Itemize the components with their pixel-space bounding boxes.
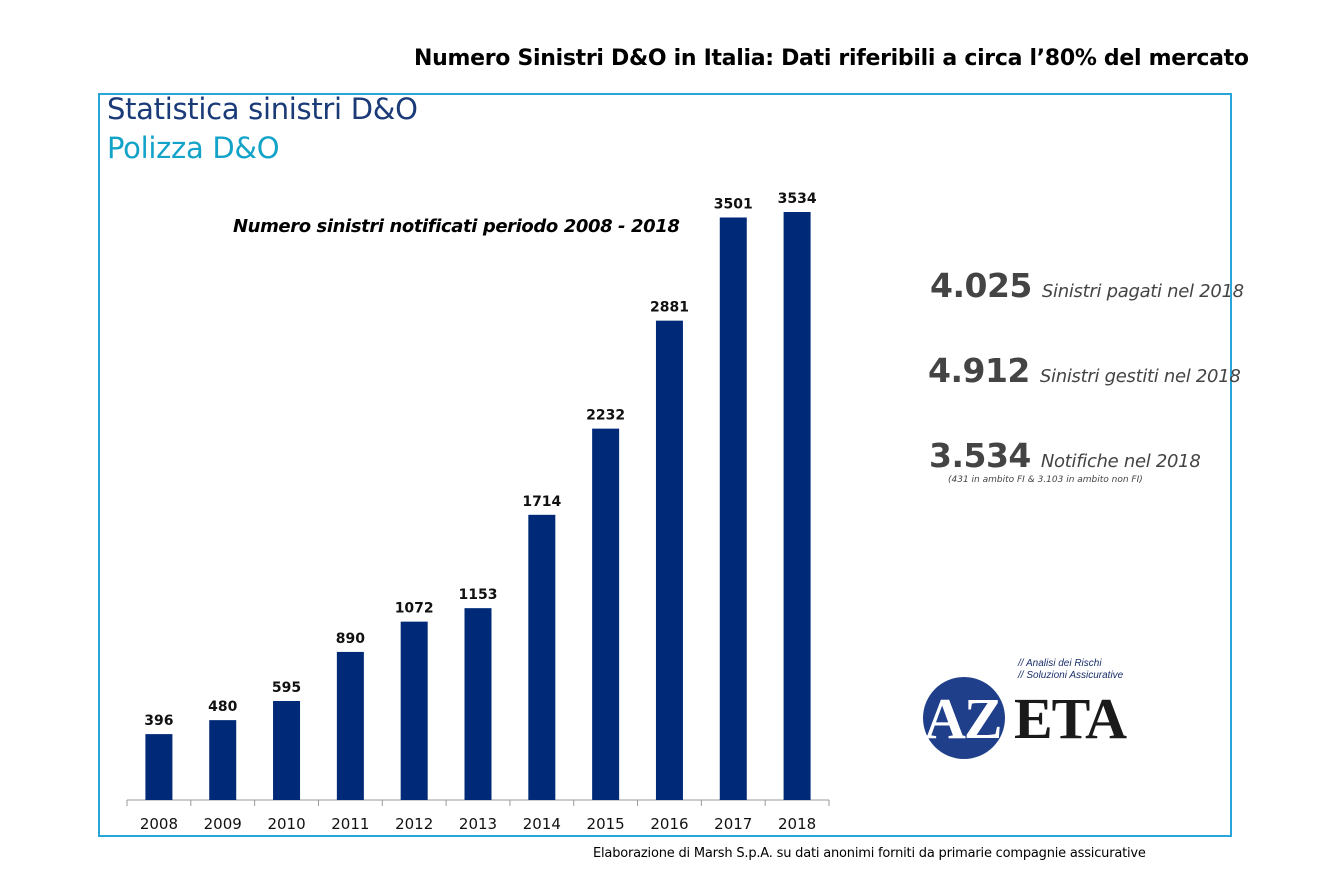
bar-2013 [464,608,492,800]
stat-managed-claims: 4.912 Sinistri gestiti nel 2018 [928,351,1241,390]
x-tick-label-2014: 2014 [523,815,561,833]
stat-managed-label: Sinistri gestiti nel 2018 [1039,366,1241,387]
data-label-2013: 1153 [459,587,498,603]
x-tick-label-2015: 2015 [587,815,625,833]
data-label-2010: 595 [272,680,301,696]
x-tick-label-2018: 2018 [778,815,816,833]
chart-panel-frame [98,93,1232,837]
data-label-2009: 480 [208,699,237,715]
bar-2010 [273,701,301,800]
data-label-2011: 890 [336,631,365,647]
x-tick-label-2010: 2010 [267,815,305,833]
logo-tagline-risk: // Analisi dei Rischi [1018,658,1102,669]
x-tick-label-2012: 2012 [395,815,433,833]
panel-heading: Statistica sinistri D&O [107,92,418,126]
bar-2018 [783,212,811,800]
bar-2009 [209,720,237,800]
x-tick-label-2011: 2011 [331,815,369,833]
logo-tagline-insurance: // Soluzioni Assicurative [1018,670,1124,681]
panel-subheading: Polizza D&O [107,131,280,165]
page-title: Numero Sinistri D&O in Italia: Dati rife… [414,46,1249,71]
logo-text-az: AZ [924,686,1001,751]
x-tick-label-2017: 2017 [714,815,752,833]
data-label-2016: 2881 [650,300,689,316]
stat-paid-label: Sinistri pagati nel 2018 [1041,281,1244,302]
data-label-2015: 2232 [586,408,625,424]
bar-2008 [145,734,173,800]
bar-2011 [336,651,364,800]
data-label-2012: 1072 [395,601,434,617]
stat-paid-claims: 4.025 Sinistri pagati nel 2018 [930,266,1244,305]
data-label-2008: 396 [144,713,173,729]
bar-2017 [719,217,747,800]
source-note: Elaborazione di Marsh S.p.A. su dati ano… [593,846,1146,861]
x-tick-label-2009: 2009 [204,815,242,833]
bar-2015 [592,428,620,800]
stat-paid-value: 4.025 [930,266,1032,305]
x-tick-label-2008: 2008 [140,815,178,833]
bar-2014 [528,514,556,800]
data-label-2018: 3534 [778,191,817,207]
stat-managed-value: 4.912 [928,351,1030,390]
bar-2012 [400,621,428,800]
bar-2016 [655,320,683,800]
stat-notifications-label: Notifiche nel 2018 [1040,451,1201,472]
x-tick-label-2016: 2016 [650,815,688,833]
data-label-2017: 3501 [714,196,753,212]
chart-title: Numero sinistri notificati periodo 2008 … [233,216,680,237]
data-label-2014: 1714 [522,494,561,510]
stat-notifications-value: 3.534 [929,436,1031,475]
stat-notifications: 3.534 Notifiche nel 2018 [929,436,1201,475]
logo-text-eta: ETA [1014,686,1127,751]
x-tick-label-2013: 2013 [459,815,497,833]
azeta-logo: AZ ETA [923,677,1128,759]
logo-circle-icon [923,677,1005,759]
stat-notifications-note: (431 in ambito FI & 3.103 in ambito non … [948,475,1143,485]
